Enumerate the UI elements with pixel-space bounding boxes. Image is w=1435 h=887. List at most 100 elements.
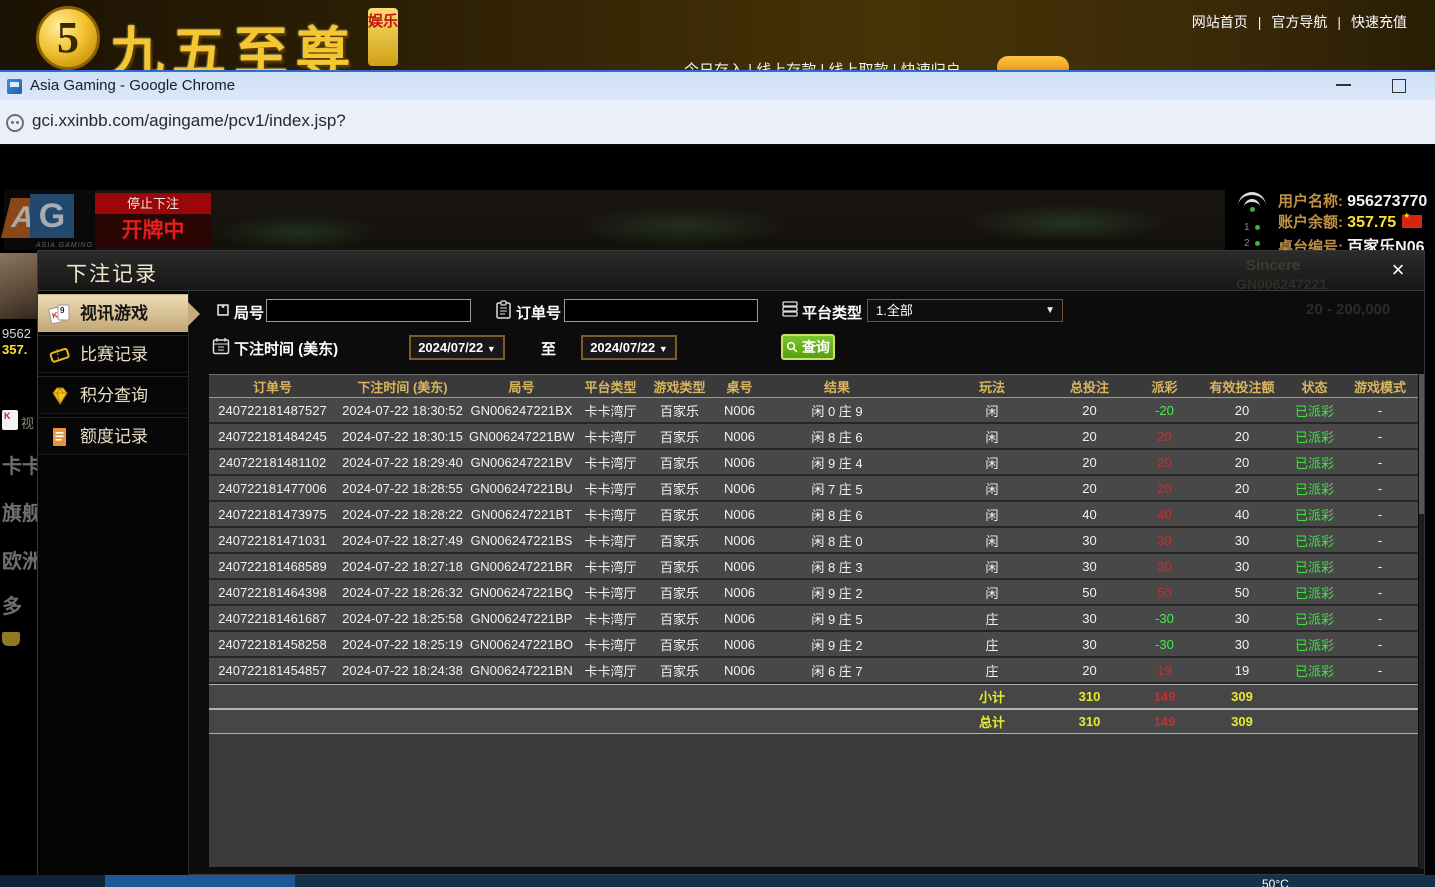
cell-round-no: GN006247221BS: [470, 532, 573, 548]
url-text[interactable]: gci.xxinbb.com/agingame/pcv1/index.jsp?: [32, 111, 346, 130]
col-round-no: 局号: [508, 379, 535, 395]
cell-game-mode: -: [1377, 558, 1383, 574]
cell-total-bet: 20: [1082, 454, 1097, 470]
taskbar-left-section: [0, 875, 105, 887]
cell-status: 已派彩: [1294, 663, 1334, 679]
cell-valid-bet: 20: [1234, 428, 1250, 444]
cell-order-no: 240722181481102: [218, 454, 327, 470]
col-bet-time: 下注时间 (美东): [357, 379, 448, 395]
order-no-input[interactable]: [564, 299, 758, 322]
signal-row: 2: [1244, 238, 1260, 249]
cell-bet-time: 2024-07-22 18:27:49: [342, 532, 463, 548]
search-icon: [786, 341, 798, 353]
cell-valid-bet: 30: [1234, 636, 1250, 652]
cell-order-no: 240722181471031: [218, 532, 327, 548]
sidebar-item-quota-records[interactable]: 额度记录: [38, 417, 188, 455]
site-name: 九五至尊: [110, 23, 358, 70]
cell-valid-bet: 20: [1234, 402, 1250, 418]
summary-label: 总计: [978, 715, 1005, 730]
summary-row: 小计 310 149 309: [209, 684, 1418, 709]
cell-result: 闲 0 庄 9: [811, 403, 863, 419]
cell-round-no: GN006247221BP: [470, 610, 573, 626]
recharge-pill-button[interactable]: [997, 56, 1069, 70]
table-row: 240722181458258 2024-07-22 18:25:19 GN00…: [209, 632, 1418, 658]
cell-play: 闲: [985, 585, 999, 601]
username-value: 956273770: [1347, 193, 1428, 210]
partial-balance: 357.: [2, 342, 28, 357]
ticket-icon: [48, 344, 72, 366]
cell-payout: 20: [1157, 428, 1172, 444]
cell-total-bet: 40: [1082, 506, 1097, 522]
scrollbar-thumb[interactable]: [1419, 374, 1424, 514]
tag-icon: [214, 301, 232, 319]
cell-bet-time: 2024-07-22 18:24:38: [342, 662, 463, 678]
cell-bet-time: 2024-07-22 18:28:22: [342, 506, 463, 522]
cell-result: 闲 9 庄 4: [811, 455, 863, 471]
table-scrollbar[interactable]: [1419, 374, 1424, 869]
cell-total-bet: 20: [1082, 662, 1097, 678]
casino-background: [95, 190, 1225, 250]
cell-game-type: 百家乐: [659, 507, 699, 523]
table-summary: 小计 310 149 309 总计 310 149 309: [209, 684, 1418, 734]
site-info-icon[interactable]: [6, 114, 24, 132]
lobby-item: 欧洲: [2, 551, 37, 573]
minimize-button[interactable]: [1336, 84, 1351, 86]
table-body: 240722181487527 2024-07-22 18:30:52 GN00…: [209, 398, 1418, 684]
gem-icon: [48, 385, 72, 407]
cell-game-type: 百家乐: [659, 429, 699, 445]
video-label: 视: [21, 416, 35, 431]
window-favicon-icon: [7, 79, 22, 94]
close-icon[interactable]: ×: [1391, 257, 1405, 282]
cell-table-no: N006: [723, 532, 756, 548]
cell-result: 闲 9 庄 2: [811, 585, 863, 601]
taskbar-app-segment[interactable]: [105, 875, 295, 887]
date-to-select[interactable]: 2024/07/22 ▼: [581, 335, 677, 360]
table-row: 240722181473975 2024-07-22 18:28:22 GN00…: [209, 502, 1418, 528]
cell-round-no: GN006247221BV: [470, 454, 573, 470]
cell-payout: -30: [1155, 636, 1174, 652]
table-row: 240722181454857 2024-07-22 18:24:38 GN00…: [209, 658, 1418, 684]
sidebar-item-match-records[interactable]: 比赛记录: [38, 335, 188, 373]
cell-play: 闲: [985, 559, 999, 575]
calendar-icon: [212, 337, 230, 355]
col-game-mode: 游戏模式: [1353, 379, 1406, 395]
nav-home-link[interactable]: 网站首页: [1191, 14, 1248, 30]
cell-result: 闲 8 庄 6: [811, 429, 863, 445]
cell-total-bet: 20: [1082, 428, 1097, 444]
cell-payout: -20: [1155, 402, 1174, 418]
cell-game-mode: -: [1377, 584, 1383, 600]
sidebar-item-label: 额度记录: [80, 427, 148, 446]
sidebar-item-label: 积分查询: [80, 386, 148, 405]
cell-game-type: 百家乐: [659, 455, 699, 471]
search-button[interactable]: 查询: [781, 334, 835, 360]
dim-table-limits: 20 - 200,000: [1306, 301, 1391, 318]
cell-result: 闲 7 庄 5: [811, 481, 863, 497]
sidebar-item-points-query[interactable]: 积分查询: [38, 376, 188, 414]
signal-row: 1: [1244, 222, 1260, 233]
cell-game-type: 百家乐: [659, 663, 699, 679]
cell-total-bet: 30: [1082, 558, 1097, 574]
cell-payout: 20: [1157, 480, 1172, 496]
cell-table-no: N006: [723, 584, 756, 600]
cell-platform: 卡卡湾厅: [584, 429, 637, 445]
cell-table-no: N006: [723, 480, 756, 496]
cell-result: 闲 8 庄 3: [811, 559, 863, 575]
cell-order-no: 240722181468589: [218, 558, 327, 574]
cell-payout: 20: [1157, 454, 1172, 470]
sidebar-item-label: 视讯游戏: [80, 304, 148, 323]
cell-payout: 40: [1157, 506, 1172, 522]
platform-type-value: 1.全部: [876, 303, 913, 318]
cell-platform: 卡卡湾厅: [584, 455, 637, 471]
dim-round-number: GN006247221: [1236, 276, 1328, 292]
balance-value: 357.75: [1347, 214, 1397, 231]
nav-recharge-link[interactable]: 快速充值: [1351, 14, 1407, 30]
nav-guide-link[interactable]: 官方导航: [1271, 14, 1328, 30]
date-from-select[interactable]: 2024/07/22 ▼: [409, 335, 505, 360]
maximize-button[interactable]: [1392, 79, 1406, 93]
platform-type-select[interactable]: 1.全部 ▼: [867, 299, 1063, 322]
cell-play: 闲: [985, 533, 999, 549]
balance-label: 账户余额:: [1278, 214, 1343, 231]
round-no-input[interactable]: [266, 299, 471, 322]
